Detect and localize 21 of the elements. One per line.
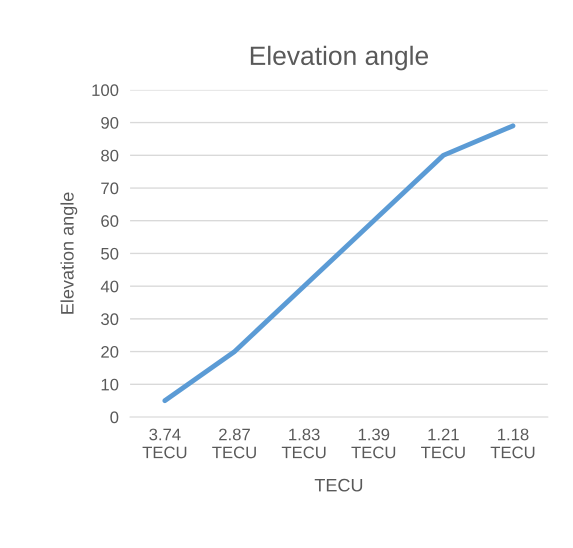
x-tick-label: 2.87 TECU	[212, 428, 256, 458]
x-tick-label: 1.39 TECU	[351, 428, 396, 458]
y-axis-title: Elevation angle	[60, 192, 78, 314]
x-tick-label: 1.83 TECU	[282, 428, 326, 458]
y-tick-label: 80	[101, 150, 118, 162]
y-tick-label: 20	[101, 346, 118, 358]
y-tick-label: 60	[101, 215, 118, 227]
y-tick-label: 70	[101, 182, 118, 194]
y-tick-label: 40	[100, 280, 118, 292]
x-tick-label: 1.18 TECU	[490, 428, 534, 458]
y-tick-label: 100	[92, 84, 118, 96]
y-tick-label: 0	[110, 411, 118, 424]
line-series	[162, 123, 516, 404]
chart-title: Elevation angle	[250, 46, 428, 70]
y-tick-label: 10	[102, 378, 118, 391]
x-tick-label: 3.74 TECU	[142, 428, 186, 458]
x-tick-label: 1.21 TECU	[421, 428, 465, 458]
y-tick-label: 50	[101, 248, 118, 260]
y-tick-label: 90	[101, 116, 118, 129]
x-axis-title: TECU	[314, 478, 362, 492]
y-tick-label: 30	[101, 313, 118, 326]
